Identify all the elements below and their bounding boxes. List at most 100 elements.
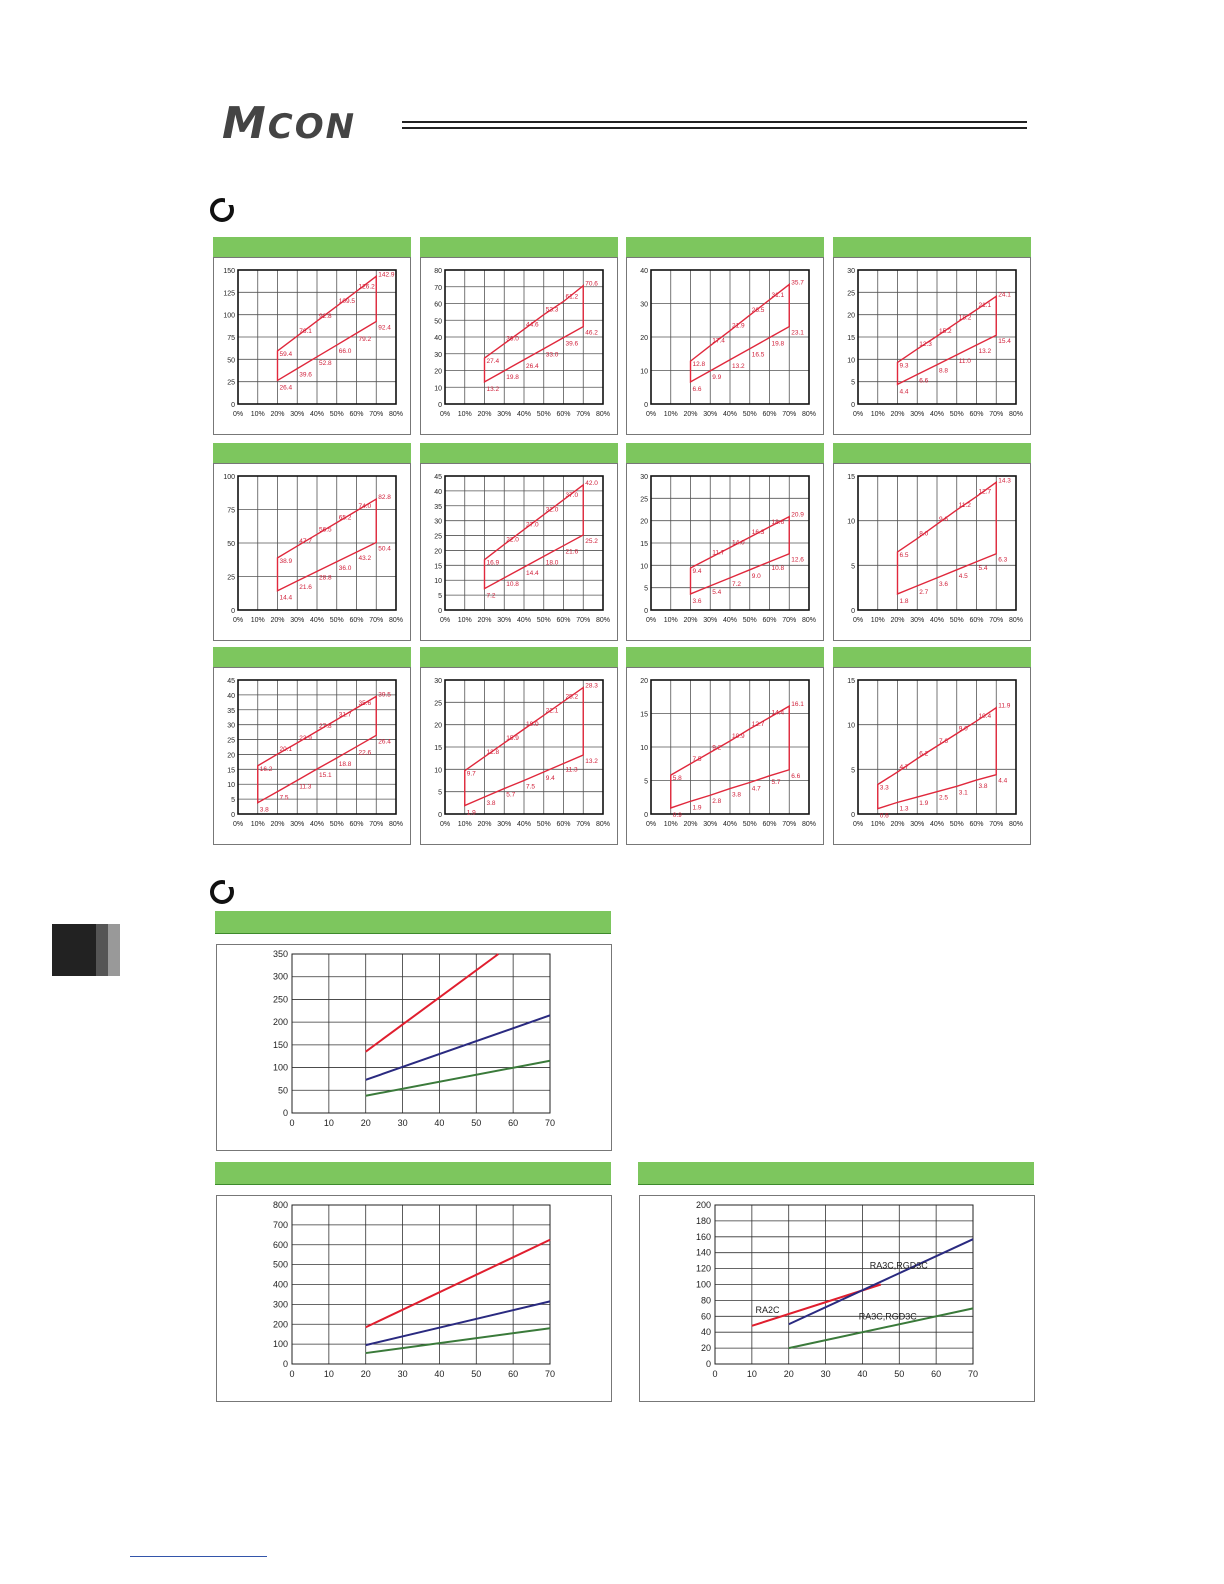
upper-data-label: 12.8	[693, 361, 706, 368]
upper-data-label: 20.1	[280, 746, 293, 753]
x-tick-label: 0%	[233, 821, 243, 828]
lower-data-label: 7.2	[732, 581, 741, 588]
lower-data-label: 9.4	[546, 775, 555, 782]
x-tick-label: 40%	[310, 411, 324, 418]
chart-header-bar	[833, 647, 1031, 668]
y-tick-label: 50	[278, 1085, 288, 1095]
x-tick-label: 70%	[989, 821, 1003, 828]
line-chart: 0 10 20 30 40 50 60 70 350 300 250 200 150 100 50 0	[273, 949, 555, 1128]
x-tick-label: 50%	[330, 617, 344, 624]
line-chart: 0 10 20 30 40 50 60 702001801601401201008060402…	[696, 1200, 978, 1379]
x-tick-label: 10%	[871, 411, 885, 418]
operating-range-polygon	[464, 686, 584, 807]
y-tick-label: 400	[273, 1280, 288, 1290]
side-index-tab-light	[108, 924, 120, 976]
y-tick-label: 15	[434, 745, 442, 752]
x-tick-label: 60%	[349, 617, 363, 624]
series-line	[365, 1059, 551, 1097]
y-tick-label: 50	[227, 541, 235, 548]
chart-panel	[626, 667, 824, 845]
x-tick-label: 20%	[477, 411, 491, 418]
lower-data-label: 15.4	[998, 338, 1011, 345]
x-tick-label: 20%	[890, 821, 904, 828]
x-tick-label: 30%	[910, 821, 924, 828]
upper-data-label: 12.7	[752, 721, 765, 728]
logo-small-letters: CON	[267, 107, 357, 147]
line-chart: 0 10 20 30 40 50 60 70 800 700 600 500 400 300 200 100 0	[273, 1200, 555, 1379]
lower-data-label: 2.8	[712, 798, 721, 805]
plot-frame	[444, 475, 604, 611]
y-tick-label: 60	[701, 1311, 711, 1321]
lower-data-label: 3.6	[939, 581, 948, 588]
lower-data-label: 66.0	[339, 348, 352, 355]
y-tick-label: 15	[847, 678, 855, 685]
lower-data-label: 14.4	[526, 570, 539, 577]
lower-data-label: 16.5	[752, 352, 765, 359]
x-tick-label: 20%	[890, 411, 904, 418]
y-tick-label: 100	[223, 474, 235, 481]
y-tick-label: 15	[640, 541, 648, 548]
x-tick-label: 80%	[389, 411, 403, 418]
plot-frame	[650, 475, 810, 611]
y-tick-label: 70	[434, 285, 442, 292]
lower-data-label: 6.6	[791, 773, 800, 780]
lower-data-label: 43.2	[359, 555, 372, 562]
x-tick-label: 50%	[330, 411, 344, 418]
lower-data-label: 8.8	[939, 368, 948, 375]
x-tick-label: 40	[434, 1369, 444, 1379]
upper-data-label: 7.5	[693, 756, 702, 763]
y-tick-label: 150	[273, 1040, 288, 1050]
lower-data-label: 18.8	[339, 761, 352, 768]
upper-data-label: 109.5	[339, 298, 356, 305]
lower-data-label: 3.8	[487, 800, 496, 807]
upper-data-label: 59.4	[280, 351, 293, 358]
x-tick-label: 60%	[969, 617, 983, 624]
x-tick-label: 20%	[270, 821, 284, 828]
lower-data-label: 4.4	[900, 388, 909, 395]
x-tick-label: 70%	[782, 617, 796, 624]
y-tick-label: 0	[644, 608, 648, 615]
upper-data-label: 74.0	[359, 503, 372, 510]
chart-header-bar	[213, 647, 411, 668]
x-tick-label: 40%	[723, 821, 737, 828]
y-tick-label: 50	[227, 357, 235, 364]
chart-panel	[626, 463, 824, 641]
x-tick-label: 50%	[950, 821, 964, 828]
x-tick-label: 40%	[723, 617, 737, 624]
x-tick-label: 40%	[517, 411, 531, 418]
chart-panel	[420, 463, 618, 641]
lower-data-label: 13.2	[585, 758, 598, 765]
y-tick-label: 0	[231, 402, 235, 409]
upper-data-label: 28.3	[585, 683, 598, 690]
y-tick-label: 35	[434, 504, 442, 511]
upper-data-label: 22.0	[506, 536, 519, 543]
upper-data-label: 65.2	[339, 515, 352, 522]
lower-data-label: 7.5	[526, 784, 535, 791]
upper-data-label: 12.8	[487, 749, 500, 756]
upper-data-label: 31.7	[339, 712, 352, 719]
y-tick-label: 40	[434, 489, 442, 496]
x-tick-label: 10%	[458, 411, 472, 418]
plot-frame	[857, 269, 1017, 405]
x-tick-label: 50%	[743, 821, 757, 828]
lower-data-label: 39.6	[299, 372, 312, 379]
upper-data-label: 16.2	[260, 766, 273, 773]
y-tick-label: 10	[434, 767, 442, 774]
x-tick-label: 70	[545, 1369, 555, 1379]
x-tick-label: 70	[968, 1369, 978, 1379]
x-tick-label: 30	[821, 1369, 831, 1379]
lower-data-label: 4.4	[998, 778, 1007, 785]
lower-data-label: 33.0	[546, 352, 559, 359]
upper-data-label: 61.2	[566, 293, 579, 300]
upper-data-label: 19.0	[526, 721, 539, 728]
upper-data-label: 24.1	[998, 291, 1011, 298]
x-tick-label: 60%	[762, 617, 776, 624]
lower-data-label: 26.4	[378, 738, 391, 745]
lower-data-label: 11.0	[959, 358, 972, 365]
x-tick-label: 30%	[290, 821, 304, 828]
operating-range-polygon	[689, 282, 790, 384]
upper-data-label: 53.3	[546, 307, 559, 314]
upper-data-label: 10.4	[979, 713, 992, 720]
y-tick-label: 0	[283, 1359, 288, 1369]
upper-data-label: 20.9	[791, 512, 804, 519]
